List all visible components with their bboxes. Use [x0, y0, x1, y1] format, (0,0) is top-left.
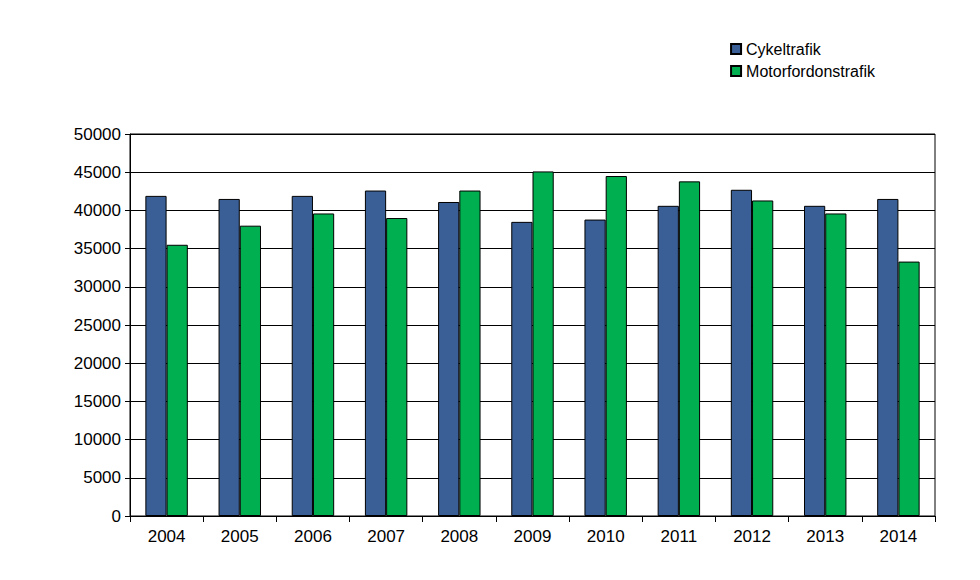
svg-text:2010: 2010 [587, 527, 625, 546]
svg-text:2012: 2012 [733, 527, 771, 546]
svg-text:25000: 25000 [74, 316, 121, 335]
svg-text:2008: 2008 [440, 527, 478, 546]
svg-text:2014: 2014 [879, 527, 917, 546]
svg-text:15000: 15000 [74, 392, 121, 411]
svg-text:2009: 2009 [514, 527, 552, 546]
svg-text:0: 0 [112, 507, 121, 526]
svg-text:50000: 50000 [74, 125, 121, 144]
svg-text:2007: 2007 [367, 527, 405, 546]
svg-text:35000: 35000 [74, 239, 121, 258]
svg-text:5000: 5000 [83, 468, 121, 487]
svg-text:2011: 2011 [661, 527, 698, 546]
svg-text:20000: 20000 [74, 354, 121, 373]
svg-text:2006: 2006 [294, 527, 332, 546]
svg-text:2013: 2013 [806, 527, 844, 546]
svg-text:10000: 10000 [74, 430, 121, 449]
svg-text:Motorfordonstrafik: Motorfordonstrafik [746, 63, 876, 80]
svg-text:30000: 30000 [74, 277, 121, 296]
svg-text:40000: 40000 [74, 201, 121, 220]
svg-text:2004: 2004 [148, 527, 186, 546]
svg-text:Cykeltrafik: Cykeltrafik [746, 41, 822, 58]
svg-text:45000: 45000 [74, 163, 121, 182]
svg-text:2005: 2005 [221, 527, 259, 546]
